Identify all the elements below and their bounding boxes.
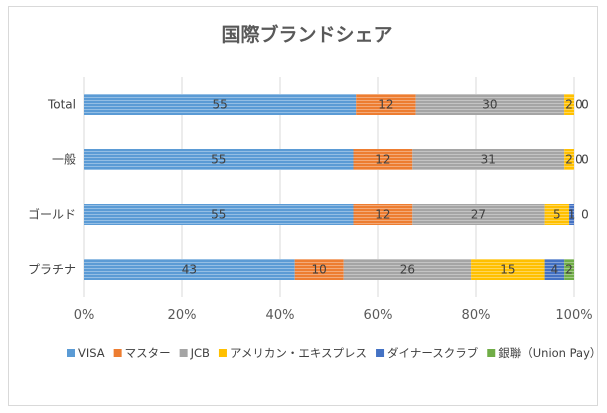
legend-swatch bbox=[179, 349, 188, 357]
data-label: 2 bbox=[565, 263, 573, 277]
data-label: 0 bbox=[581, 98, 589, 112]
bar-segment-texture bbox=[84, 149, 354, 170]
category-label: 一般 bbox=[52, 152, 76, 167]
bar-segment-texture bbox=[412, 149, 565, 170]
data-label: 2 bbox=[565, 98, 573, 112]
data-label: 31 bbox=[481, 153, 496, 167]
bar-segment-texture bbox=[353, 204, 413, 225]
data-label: 30 bbox=[482, 98, 497, 112]
bar-segment-texture bbox=[415, 94, 565, 115]
x-tick-label: 0% bbox=[74, 308, 95, 323]
data-label: 12 bbox=[375, 208, 390, 222]
data-label: 12 bbox=[375, 153, 390, 167]
bar-segment-texture bbox=[544, 259, 565, 280]
data-label: 15 bbox=[500, 263, 515, 277]
legend-swatch bbox=[113, 349, 122, 357]
legend-swatch bbox=[67, 349, 75, 357]
data-label: 0 bbox=[581, 153, 589, 167]
data-label: 27 bbox=[471, 208, 486, 222]
data-label: 12 bbox=[378, 98, 393, 112]
legend-label: アメリカン・エキスプレス bbox=[230, 346, 367, 360]
category-label: Total bbox=[47, 98, 76, 112]
legend-label: マスター bbox=[125, 346, 171, 360]
x-tick-label: 60% bbox=[364, 308, 393, 323]
x-tick-label: 100% bbox=[555, 308, 592, 323]
bar-segment-texture bbox=[564, 94, 574, 115]
bar-segment-texture bbox=[294, 259, 344, 280]
data-label: 55 bbox=[211, 208, 226, 222]
data-label: 0 bbox=[575, 153, 583, 167]
bar-segment-texture bbox=[564, 149, 574, 170]
bar-segment-texture bbox=[84, 259, 295, 280]
legend-label: VISA bbox=[78, 346, 105, 360]
category-label: ゴールド bbox=[28, 207, 76, 222]
legend: VISA マスター JCB アメリカン・エキスプレス ダイナースクラブ 銀聯（Union … bbox=[67, 346, 599, 360]
bar-segment-texture bbox=[84, 204, 354, 225]
bar-segment-texture bbox=[356, 94, 416, 115]
chart-title: 国際ブランドシェア bbox=[221, 23, 392, 46]
legend-swatch bbox=[376, 349, 385, 357]
legend-label: 銀聯（Union Pay） bbox=[498, 346, 599, 360]
bar-segment-texture bbox=[343, 259, 472, 280]
data-label: 4 bbox=[551, 263, 559, 277]
bar-segment-texture bbox=[84, 94, 357, 115]
bar-segment-texture bbox=[564, 259, 574, 280]
data-label: 10 bbox=[312, 263, 327, 277]
data-label: 2 bbox=[565, 153, 573, 167]
bar-segment-texture bbox=[353, 149, 413, 170]
x-tick-label: 20% bbox=[168, 308, 197, 323]
category-label: プラチナ bbox=[28, 263, 76, 277]
x-axis-ticks: 0% 20% 40% 60% 80% 100% bbox=[74, 308, 593, 323]
data-label: 1 bbox=[568, 208, 576, 222]
legend-label: JCB bbox=[190, 346, 210, 360]
data-label: 55 bbox=[211, 153, 226, 167]
x-tick-label: 40% bbox=[266, 308, 295, 323]
data-label: 0 bbox=[575, 98, 583, 112]
data-label: 0 bbox=[581, 208, 589, 222]
bar-segment-texture bbox=[569, 204, 574, 225]
data-label: 26 bbox=[400, 263, 415, 277]
legend-swatch bbox=[218, 349, 227, 357]
data-label: 5 bbox=[553, 208, 561, 222]
bar-segment-texture bbox=[412, 204, 545, 225]
data-label: 43 bbox=[182, 263, 197, 277]
bar-segment-texture bbox=[544, 204, 570, 225]
x-tick-label: 80% bbox=[462, 308, 491, 323]
legend-label: ダイナースクラブ bbox=[387, 346, 479, 360]
chart-frame: 国際ブランドシェア 55 12 30 2 0 0 55 12 31 2 0 0 55 12 27 5 1 0 43 1… bbox=[8, 6, 599, 406]
data-label: 55 bbox=[212, 98, 227, 112]
legend-swatch bbox=[487, 349, 496, 357]
bar-segment-texture bbox=[471, 259, 545, 280]
